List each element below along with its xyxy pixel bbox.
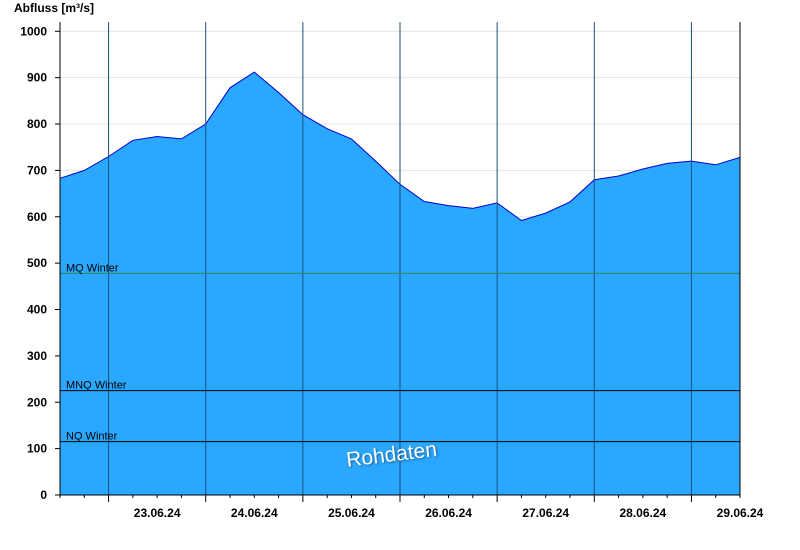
x-tick-label: 26.06.24: [425, 506, 472, 520]
reference-line-label: NQ Winter: [66, 431, 118, 443]
y-tick-label: 400: [27, 303, 47, 317]
reference-line-label: MQ Winter: [66, 262, 119, 274]
y-tick-label: 1000: [20, 24, 47, 38]
y-tick-label: 700: [27, 163, 47, 177]
y-tick-label: 600: [27, 210, 47, 224]
x-tick-label: 24.06.24: [231, 506, 278, 520]
y-tick-label: 0: [40, 488, 47, 502]
y-tick-label: 800: [27, 117, 47, 131]
x-tick-label: 29.06.24: [717, 506, 764, 520]
y-tick-label: 300: [27, 349, 47, 363]
x-tick-label: 25.06.24: [328, 506, 375, 520]
y-tick-label: 900: [27, 71, 47, 85]
y-axis-title: Abfluss [m³/s]: [14, 1, 95, 15]
y-tick-label: 200: [27, 395, 47, 409]
x-tick-label: 23.06.24: [134, 506, 181, 520]
x-tick-label: 28.06.24: [619, 506, 666, 520]
x-tick-label: 27.06.24: [522, 506, 569, 520]
reference-line-label: MNQ Winter: [66, 380, 127, 392]
y-tick-label: 500: [27, 256, 47, 270]
y-tick-label: 100: [27, 442, 47, 456]
